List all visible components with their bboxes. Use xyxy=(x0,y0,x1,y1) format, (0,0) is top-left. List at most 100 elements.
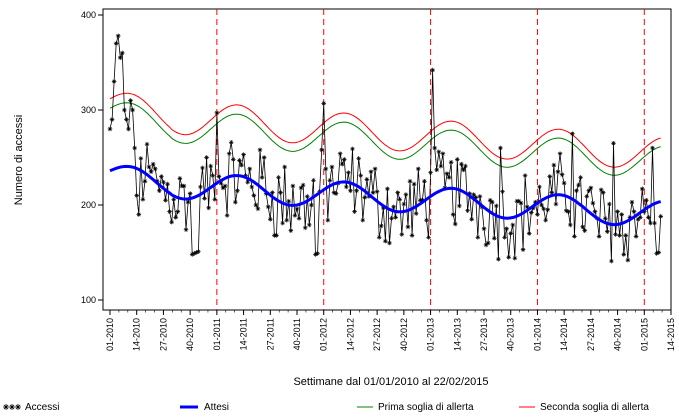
x-tick-label: 27-2010 xyxy=(158,318,168,351)
x-tick-label: 40-2014 xyxy=(613,318,623,351)
accessi-point xyxy=(481,226,487,232)
accessi-point xyxy=(446,175,452,180)
accessi-point xyxy=(426,235,431,240)
accessi-point xyxy=(356,156,361,161)
accessi-point xyxy=(461,167,466,173)
y-tick-label: 200 xyxy=(81,200,96,210)
accessi-point xyxy=(150,161,156,167)
accessi-point xyxy=(609,258,614,264)
accessi-point xyxy=(204,155,209,160)
x-tick-label: 40-2011 xyxy=(292,318,302,350)
accessi-point xyxy=(598,187,604,193)
accessi-point xyxy=(152,166,158,172)
accessi-point xyxy=(138,156,144,161)
accessi-point xyxy=(181,183,187,189)
accessi-point xyxy=(621,252,627,257)
accessi-point xyxy=(385,186,390,192)
accessi-point xyxy=(642,209,647,214)
accessi-point xyxy=(304,194,310,199)
accessi-point xyxy=(144,141,150,147)
accessi-point xyxy=(175,209,181,214)
accessi-point xyxy=(409,233,415,238)
accessi-point xyxy=(393,215,398,220)
accessi-point xyxy=(570,131,575,137)
accessi-point xyxy=(625,257,631,263)
accessi-point xyxy=(508,231,514,236)
accessi-point xyxy=(167,209,172,214)
accessi-point xyxy=(132,145,137,151)
x-tick-label: 40-2012 xyxy=(399,318,409,351)
accessi-point xyxy=(539,202,544,208)
accessi-point xyxy=(107,126,113,132)
accessi-point xyxy=(216,174,222,179)
accessi-point xyxy=(457,203,462,209)
accessi-point xyxy=(126,126,131,132)
accessi-point xyxy=(346,170,351,175)
x-axis-title: Settimane dal 01/01/2010 al 22/02/2015 xyxy=(293,376,488,388)
accessi-point xyxy=(313,252,318,257)
accessi-point xyxy=(376,235,382,240)
accessi-point xyxy=(315,251,320,256)
legend-swatch-accessi xyxy=(3,404,21,410)
accessi-point xyxy=(241,152,246,157)
accessi-point xyxy=(265,204,271,210)
accessi-point xyxy=(405,224,411,230)
accessi-point xyxy=(140,197,146,202)
accessi-point xyxy=(218,180,224,186)
accessi-point xyxy=(494,203,499,209)
accessi-point xyxy=(235,188,240,194)
accessi-point xyxy=(504,226,509,232)
accessi-point xyxy=(284,217,290,223)
x-tick-label: 27-2011 xyxy=(265,318,275,350)
accessi-point xyxy=(189,252,195,257)
accessi-point xyxy=(115,33,121,39)
accessi-point xyxy=(512,255,518,261)
accessi-point xyxy=(459,161,464,167)
accessi-point xyxy=(607,201,612,207)
accessi-point xyxy=(169,219,174,225)
accessi-point xyxy=(635,216,641,222)
accessi-point xyxy=(578,175,583,180)
x-tick-label: 14-2010 xyxy=(132,318,142,351)
accessi-point xyxy=(325,217,331,223)
x-tick-label: 14-2012 xyxy=(345,318,355,351)
accessi-point xyxy=(611,140,616,146)
x-tick-label: 01-2011 xyxy=(212,318,222,350)
legend-item-attesi: Attesi xyxy=(180,402,229,413)
accessi-point xyxy=(331,190,337,195)
accessi-point xyxy=(183,227,189,232)
accessi-point xyxy=(319,147,324,153)
series-attesi xyxy=(109,164,662,227)
x-tick-label: 27-2013 xyxy=(479,318,489,351)
accessi-point xyxy=(576,182,581,188)
accessi-point xyxy=(253,202,259,208)
accessi-point xyxy=(337,151,343,156)
accessi-point xyxy=(434,167,440,173)
accessi-point xyxy=(383,238,388,244)
accessi-point xyxy=(231,157,236,162)
accessi-point xyxy=(592,209,598,214)
accessi-point xyxy=(496,256,501,262)
accessi-point xyxy=(173,215,179,220)
accessi-point xyxy=(296,216,302,221)
accessi-point xyxy=(128,98,133,103)
accessi-point xyxy=(541,206,546,212)
x-tick-label: 01-2015 xyxy=(639,318,649,351)
accessi-point xyxy=(239,162,244,168)
accessi-point xyxy=(130,107,135,113)
accessi-point xyxy=(270,190,275,195)
accessi-point xyxy=(212,197,218,202)
accessi-point xyxy=(208,163,213,169)
legend-label-seconda-soglia: Seconda soglia di allerta xyxy=(540,402,649,413)
accessi-point xyxy=(397,197,403,202)
accessi-point xyxy=(605,229,610,234)
accessi-point xyxy=(403,192,409,197)
accessi-point xyxy=(288,228,294,233)
series-prima-soglia xyxy=(109,102,661,176)
accessi-point xyxy=(249,184,255,190)
accessi-point xyxy=(124,117,129,122)
accessi-point xyxy=(136,212,142,217)
accessi-point xyxy=(518,200,524,206)
accessi-point xyxy=(520,247,526,252)
